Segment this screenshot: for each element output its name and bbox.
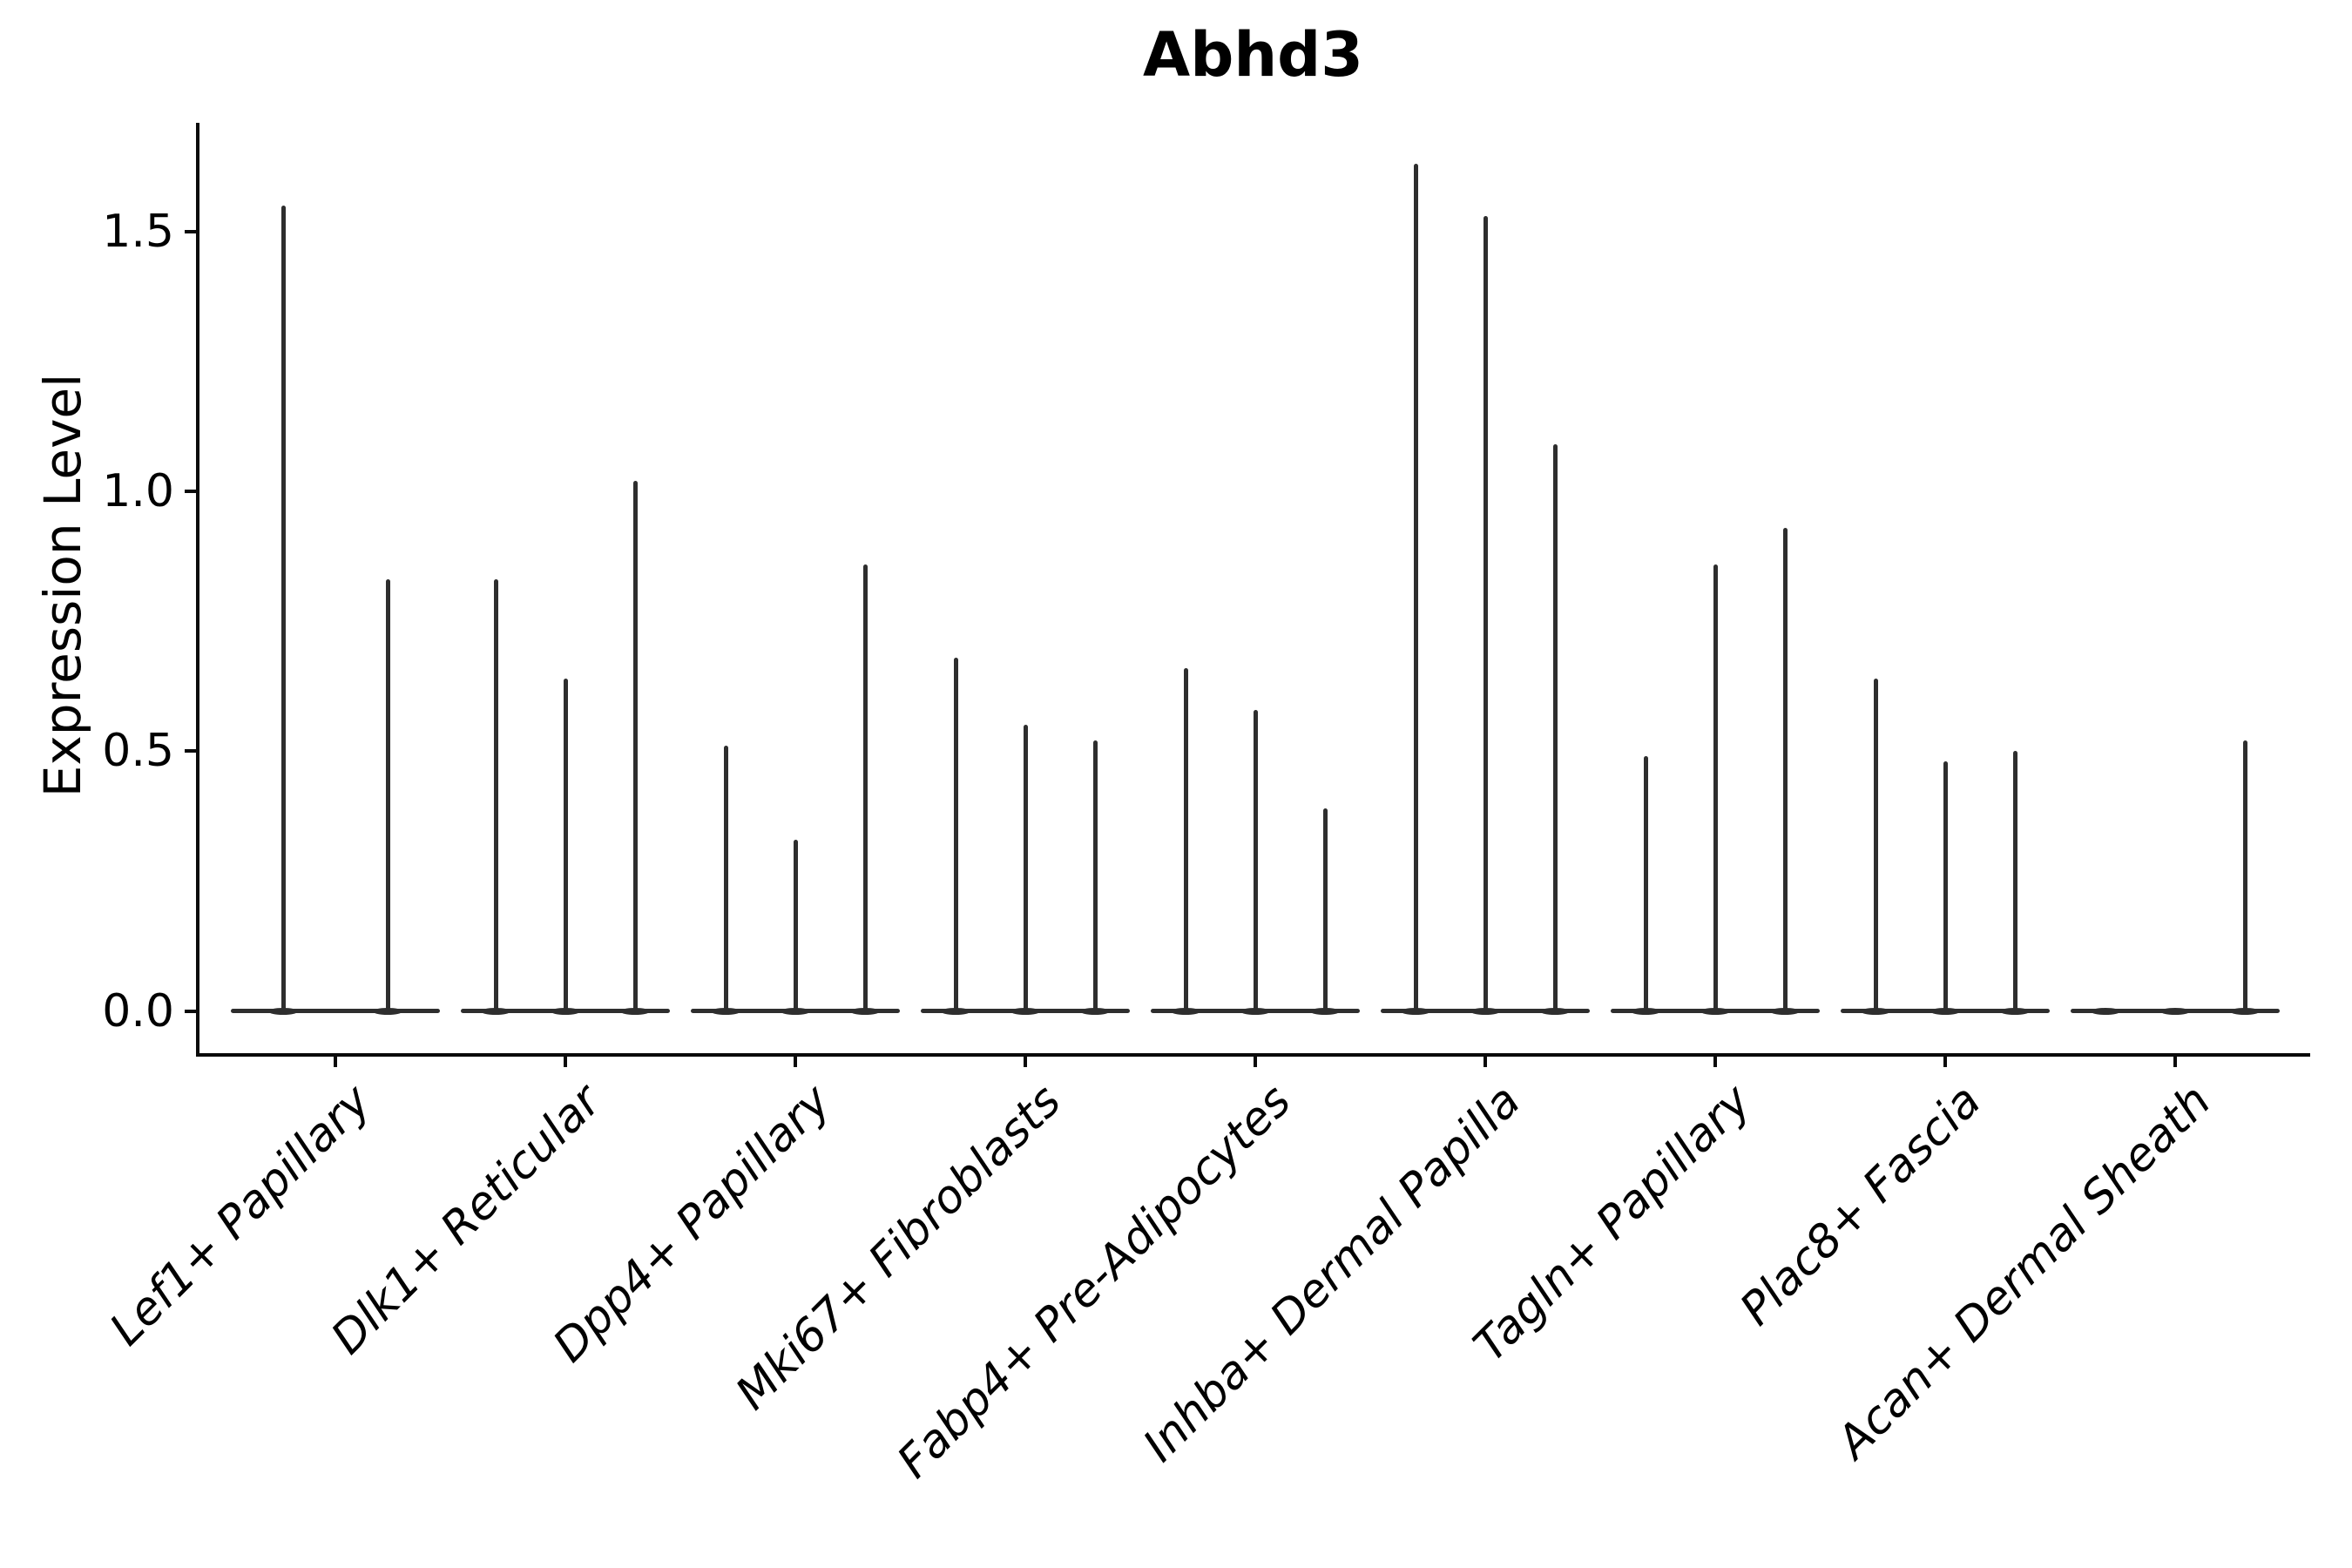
violin-base [2091,1007,2120,1015]
violin [1943,761,1948,1011]
x-tick-mark [1713,1055,1717,1067]
x-category-label: Inhba+ Dermal Papilla [1133,1075,1531,1472]
violin-base [1401,1007,1430,1015]
violin-base [1171,1007,1200,1015]
x-category-label: Acan+ Dermal Sheath [1827,1075,2221,1469]
x-tick-mark [1484,1055,1487,1067]
violin [1092,740,1098,1011]
x-tick-mark [564,1055,567,1067]
x-category-label: Fabp4+ Pre-Adipocytes [887,1075,1301,1489]
violin-base [1080,1007,1110,1015]
violin-base [2230,1007,2260,1015]
violin-base [1010,1007,1040,1015]
violin-base [1310,1007,1340,1015]
violin-base [551,1007,580,1015]
violin [953,657,958,1011]
x-tick-mark [1943,1055,1947,1067]
x-tick-mark [794,1055,797,1067]
violin-base [1930,1007,1960,1015]
violin [1643,756,1648,1011]
violin-base [1240,1007,1270,1015]
y-axis-spine [196,123,199,1057]
x-category-label: Plac8+ Fascia [1730,1075,1991,1336]
violin [280,205,286,1011]
x-axis-spine [196,1053,2310,1057]
x-tick-mark [2173,1055,2177,1067]
violin [793,839,798,1011]
violin [385,579,390,1011]
violin [862,564,868,1011]
x-tick-mark [1254,1055,1257,1067]
violin [1183,667,1188,1011]
violin [632,481,638,1011]
violin [1253,709,1258,1011]
violin [1413,164,1418,1011]
x-tick-mark [334,1055,337,1067]
y-tick-mark [185,490,198,493]
violin-base [1470,1007,1500,1015]
y-tick-mark [185,1009,198,1013]
y-tick-label: 1.5 [102,205,174,258]
violin [493,579,498,1011]
violin [1023,725,1028,1011]
violin [1782,527,1788,1011]
violin [1873,678,1878,1011]
y-tick-label: 0.0 [102,984,174,1037]
y-tick-label: 0.5 [102,725,174,778]
y-tick-mark [185,749,198,754]
violin [1552,444,1558,1011]
violin-base [373,1007,402,1015]
violin-base [2000,1007,2030,1015]
violin-base [1540,1007,1570,1015]
violin-base [1770,1007,1800,1015]
violin-base [1700,1007,1730,1015]
violin-base [781,1007,810,1015]
violin [1483,215,1488,1011]
violin-base [850,1007,880,1015]
violin-baseline [231,1009,440,1013]
violin [723,746,728,1011]
violin [563,678,568,1011]
violin [2242,740,2247,1011]
violin [1713,564,1718,1011]
violin-base [481,1007,510,1015]
violin [2012,751,2017,1011]
violin-base [711,1007,740,1015]
violin [1322,808,1328,1011]
violin-base [268,1007,298,1015]
y-tick-mark [185,229,198,233]
chart-title: Abhd3 [1143,19,1363,91]
y-tick-label: 1.0 [102,465,174,517]
violin-base [941,1007,970,1015]
x-tick-mark [1024,1055,1027,1067]
violin-base [1861,1007,1890,1015]
violin-base [2160,1007,2190,1015]
violin-base [620,1007,650,1015]
violin-base [1631,1007,1660,1015]
